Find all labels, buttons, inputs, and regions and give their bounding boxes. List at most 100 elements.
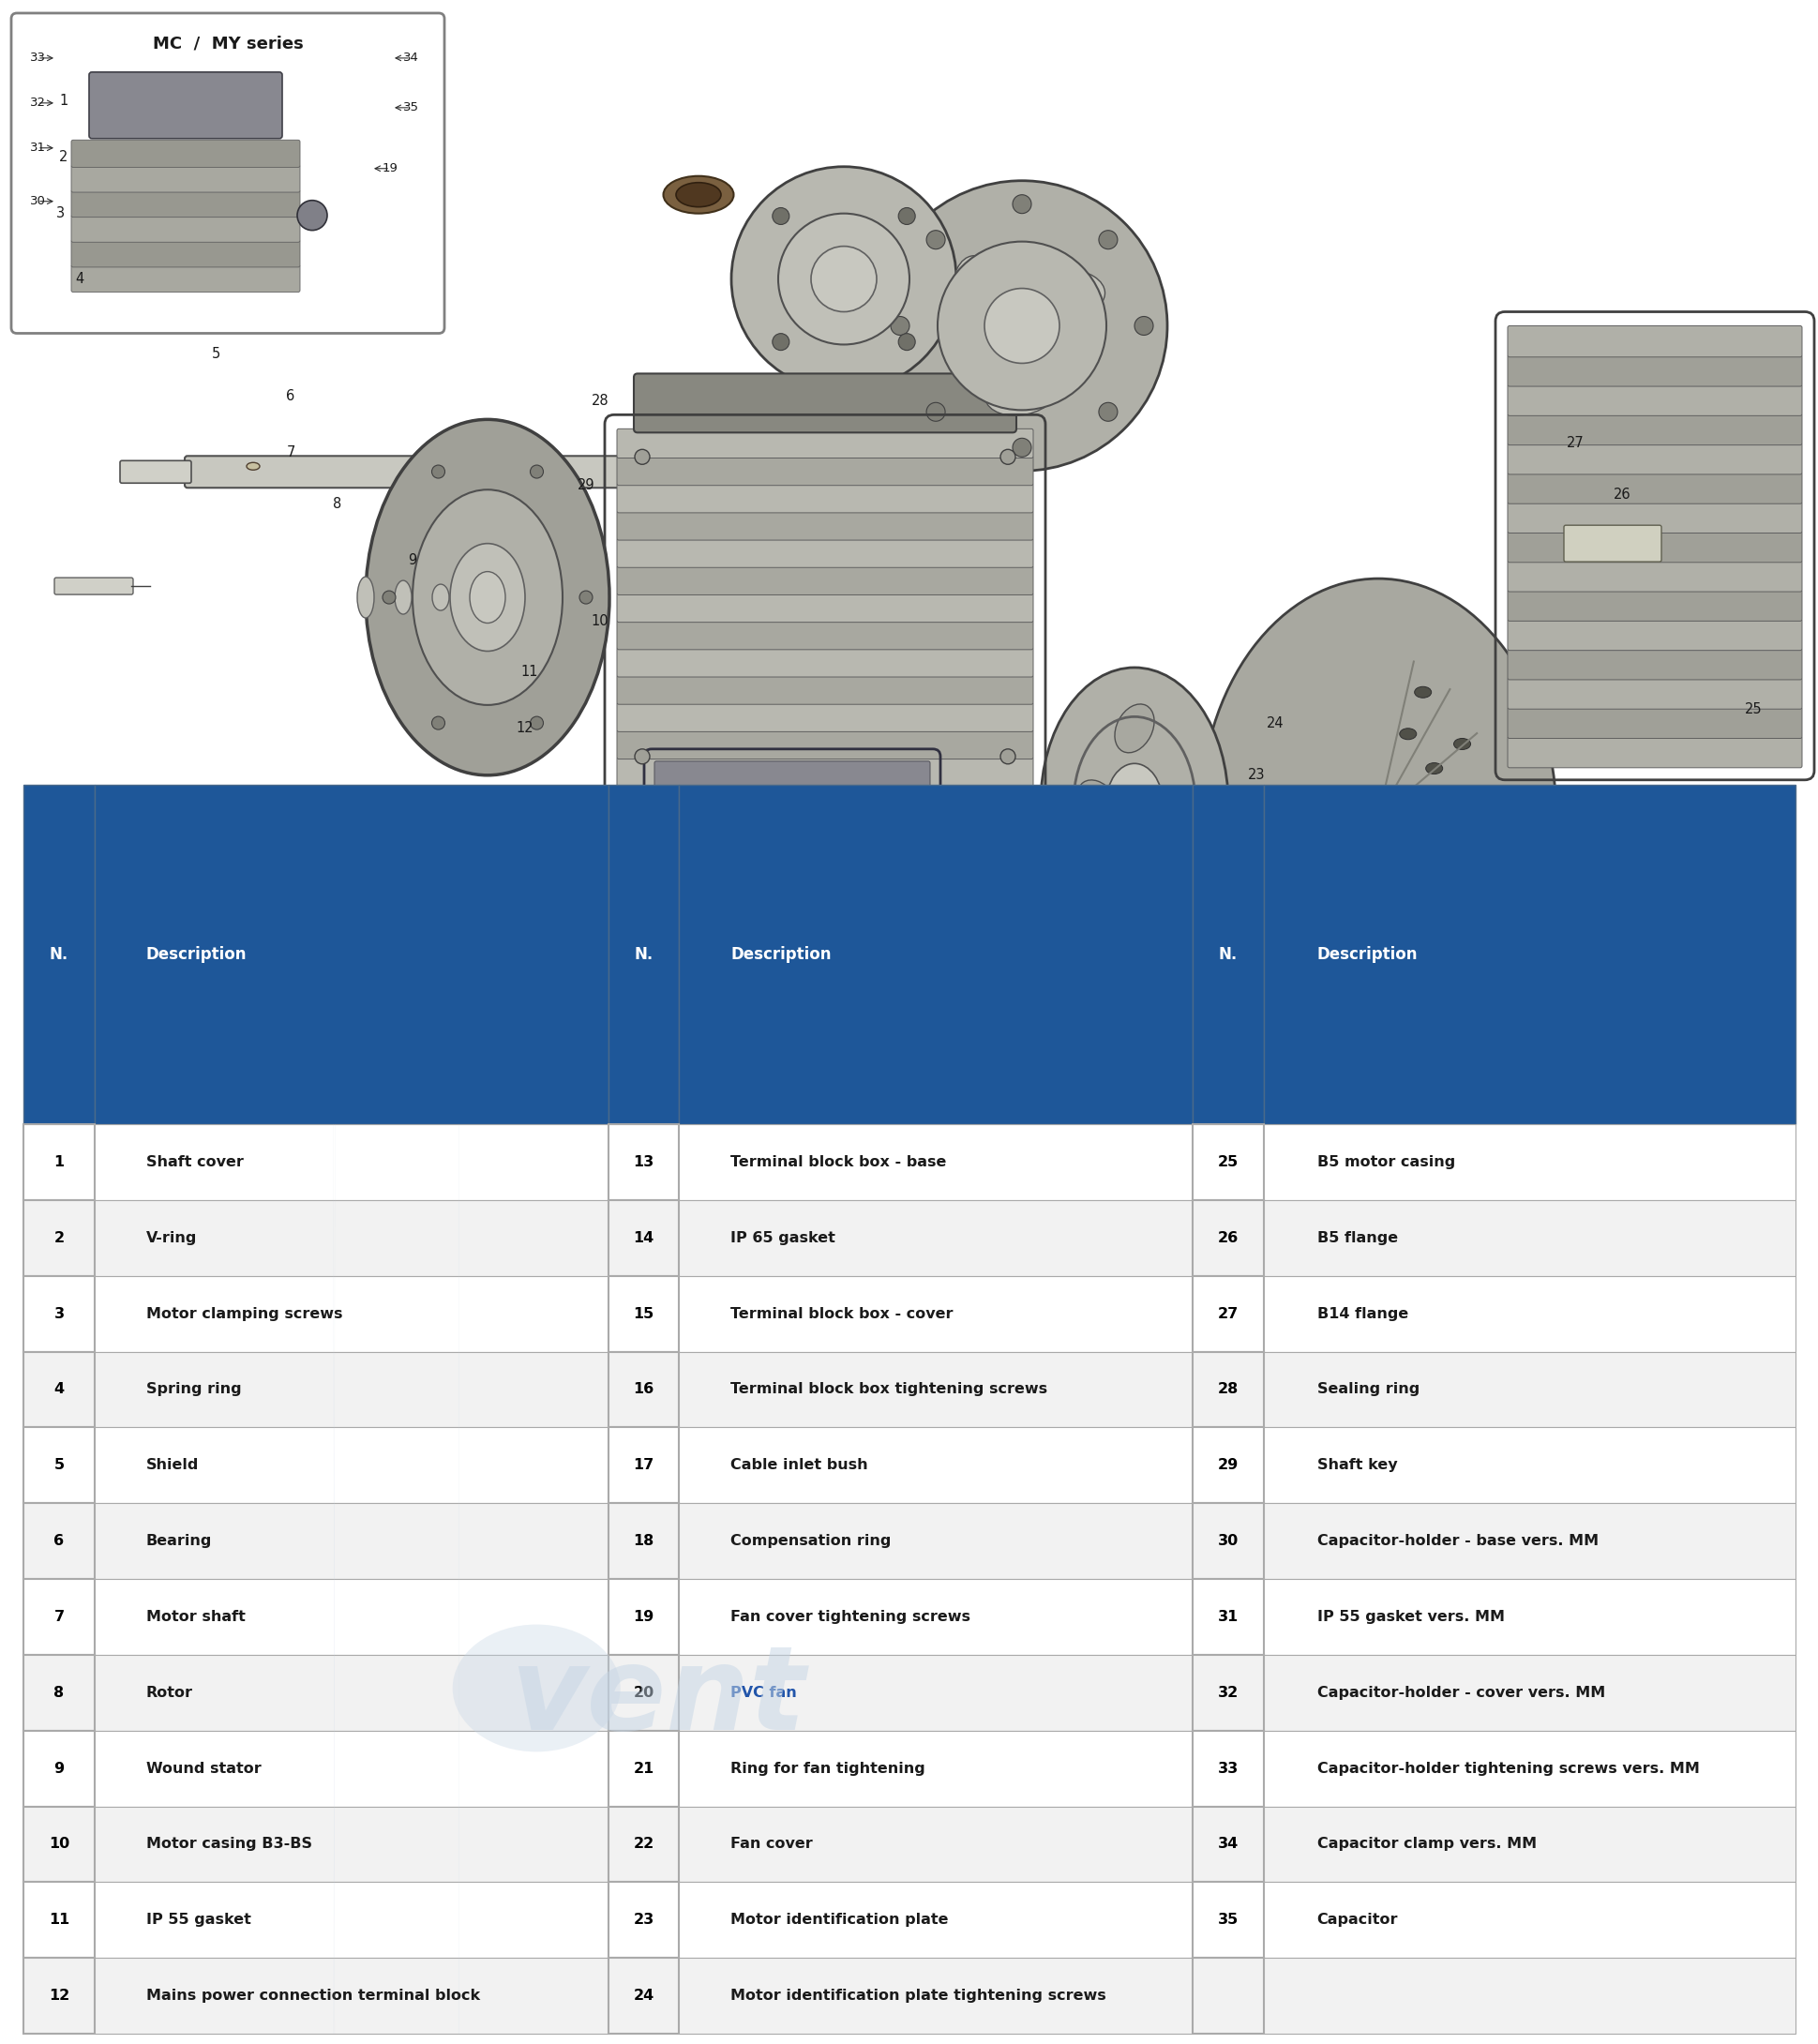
Ellipse shape — [1398, 895, 1416, 905]
Ellipse shape — [413, 491, 562, 705]
Circle shape — [296, 200, 327, 231]
FancyBboxPatch shape — [1507, 413, 1802, 446]
Ellipse shape — [433, 0, 485, 2044]
Circle shape — [936, 854, 974, 893]
FancyBboxPatch shape — [616, 703, 1033, 732]
Ellipse shape — [1453, 885, 1471, 897]
FancyBboxPatch shape — [654, 930, 929, 959]
Text: 2: 2 — [60, 151, 67, 164]
FancyBboxPatch shape — [616, 648, 1033, 677]
FancyBboxPatch shape — [616, 538, 1033, 568]
Ellipse shape — [1425, 861, 1442, 873]
Text: 17: 17 — [938, 997, 954, 1012]
FancyBboxPatch shape — [1507, 503, 1802, 533]
Circle shape — [1013, 194, 1031, 213]
Text: 1: 1 — [60, 94, 67, 108]
Ellipse shape — [1453, 738, 1471, 750]
FancyBboxPatch shape — [616, 429, 1033, 458]
Ellipse shape — [1144, 785, 1196, 822]
Text: 9: 9 — [407, 552, 416, 566]
Text: 11: 11 — [520, 664, 538, 679]
FancyBboxPatch shape — [616, 456, 1033, 484]
FancyBboxPatch shape — [1507, 384, 1802, 415]
Text: 16: 16 — [811, 1026, 829, 1040]
Text: vent: vent — [509, 1641, 805, 1754]
Text: 4: 4 — [75, 272, 84, 286]
FancyBboxPatch shape — [1507, 472, 1802, 503]
FancyBboxPatch shape — [120, 460, 191, 482]
Text: 7: 7 — [285, 446, 295, 460]
FancyBboxPatch shape — [616, 756, 1033, 787]
Ellipse shape — [265, 0, 402, 2044]
FancyBboxPatch shape — [496, 484, 554, 493]
Ellipse shape — [1398, 728, 1416, 740]
Ellipse shape — [676, 182, 720, 206]
FancyBboxPatch shape — [71, 239, 300, 268]
Text: 23: 23 — [1247, 769, 1264, 783]
FancyBboxPatch shape — [1507, 679, 1802, 709]
Ellipse shape — [1414, 936, 1431, 948]
FancyBboxPatch shape — [1507, 648, 1802, 681]
Text: 8: 8 — [333, 497, 342, 511]
Ellipse shape — [1105, 764, 1162, 842]
Ellipse shape — [1040, 668, 1227, 938]
Text: 34: 34 — [402, 51, 418, 63]
Text: 15: 15 — [713, 1002, 731, 1016]
Text: 28: 28 — [591, 394, 609, 407]
Circle shape — [431, 466, 445, 478]
FancyBboxPatch shape — [1507, 736, 1802, 769]
Ellipse shape — [953, 256, 1000, 331]
Ellipse shape — [1467, 811, 1483, 824]
FancyBboxPatch shape — [1507, 560, 1802, 591]
FancyBboxPatch shape — [89, 72, 282, 139]
FancyBboxPatch shape — [616, 621, 1033, 650]
Ellipse shape — [356, 576, 375, 617]
Ellipse shape — [1076, 781, 1118, 826]
Ellipse shape — [984, 288, 1058, 364]
Ellipse shape — [1434, 811, 1451, 824]
Text: 13: 13 — [629, 965, 645, 979]
FancyBboxPatch shape — [1507, 444, 1802, 474]
Text: 12: 12 — [516, 722, 533, 736]
Ellipse shape — [265, 0, 402, 2044]
Ellipse shape — [1109, 861, 1160, 895]
Circle shape — [1000, 748, 1014, 764]
FancyBboxPatch shape — [616, 566, 1033, 595]
Ellipse shape — [778, 213, 909, 345]
FancyBboxPatch shape — [1507, 325, 1802, 358]
FancyBboxPatch shape — [1563, 525, 1660, 562]
Text: 31: 31 — [29, 141, 45, 153]
Circle shape — [1013, 437, 1031, 458]
FancyBboxPatch shape — [11, 12, 444, 333]
Ellipse shape — [985, 368, 1058, 415]
FancyBboxPatch shape — [71, 266, 300, 292]
Text: 24: 24 — [1265, 717, 1284, 732]
FancyBboxPatch shape — [654, 901, 929, 932]
FancyBboxPatch shape — [654, 846, 929, 875]
Circle shape — [382, 591, 396, 603]
FancyBboxPatch shape — [71, 139, 300, 168]
Circle shape — [1000, 450, 1014, 464]
FancyBboxPatch shape — [71, 215, 300, 241]
Circle shape — [898, 333, 914, 350]
Ellipse shape — [731, 168, 956, 390]
FancyBboxPatch shape — [1507, 591, 1802, 621]
Text: 19: 19 — [1042, 1026, 1058, 1040]
Text: 30: 30 — [29, 194, 45, 206]
Circle shape — [1098, 403, 1116, 421]
FancyBboxPatch shape — [654, 818, 929, 848]
FancyBboxPatch shape — [185, 456, 622, 489]
Circle shape — [773, 208, 789, 225]
Text: 14: 14 — [665, 922, 684, 936]
FancyBboxPatch shape — [71, 166, 300, 192]
Text: 25: 25 — [1743, 703, 1762, 717]
FancyBboxPatch shape — [654, 789, 929, 820]
Text: 29: 29 — [576, 478, 594, 493]
FancyBboxPatch shape — [616, 730, 1033, 758]
FancyBboxPatch shape — [616, 675, 1033, 705]
Text: 6: 6 — [285, 388, 295, 403]
Ellipse shape — [1200, 578, 1556, 1057]
FancyBboxPatch shape — [616, 593, 1033, 621]
Circle shape — [925, 231, 945, 249]
Circle shape — [431, 717, 445, 730]
